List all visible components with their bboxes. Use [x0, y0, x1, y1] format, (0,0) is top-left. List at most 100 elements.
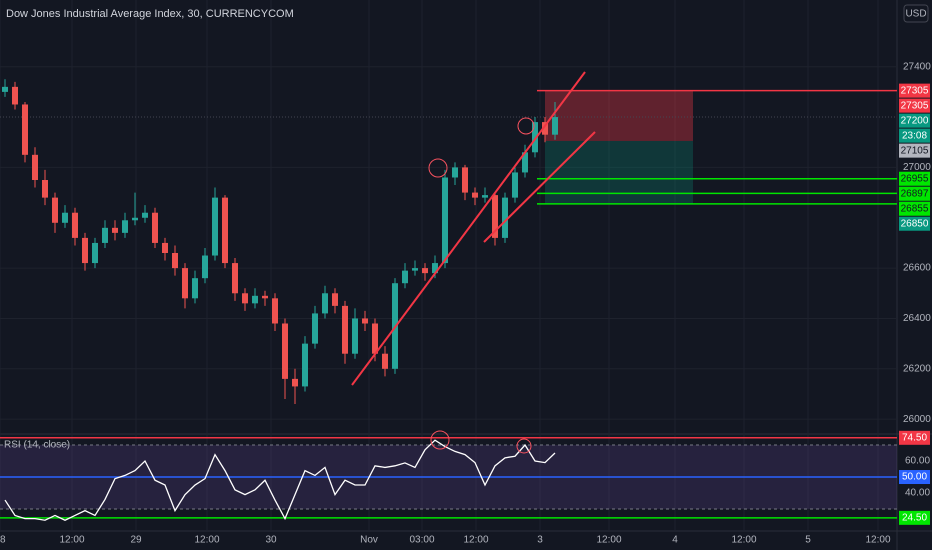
candle-body: [152, 212, 158, 243]
x-tick-label: 12:00: [731, 535, 756, 546]
candle-body: [212, 197, 218, 256]
price-label: 26897: [901, 188, 929, 199]
candle-body: [402, 270, 408, 284]
candle-body: [322, 293, 328, 314]
x-tick-label: 28: [0, 535, 6, 546]
candle-body: [382, 353, 388, 369]
candle-body: [52, 197, 58, 223]
candle-body: [552, 117, 558, 135]
x-tick-label: 12:00: [463, 535, 488, 546]
x-tick-label: 12:00: [865, 535, 890, 546]
candle-body: [42, 179, 48, 198]
trend-line: [351, 71, 586, 386]
price-label-box: [899, 98, 930, 113]
candle-body: [232, 263, 238, 294]
candle-body: [192, 278, 198, 299]
x-tick-label: 5: [805, 535, 811, 546]
price-label: 26955: [901, 173, 929, 184]
position-target-zone: [545, 140, 693, 204]
price-label: 27305: [901, 100, 929, 111]
price-label-box: [899, 216, 930, 231]
candle-body: [462, 167, 468, 193]
rsi-label-box: [899, 510, 930, 525]
rsi-label-box: [899, 430, 930, 445]
candle-body: [22, 104, 28, 155]
candle-body: [132, 217, 138, 221]
price-label-box: [899, 201, 930, 216]
y-tick-label: 26000: [903, 414, 931, 425]
candle-body: [262, 295, 268, 299]
highlight-circle: [517, 117, 535, 135]
price-label: 27305: [901, 85, 929, 96]
indicator-title: RSI (14, close): [4, 440, 70, 451]
candle-body: [182, 268, 188, 299]
trend-line: [483, 131, 596, 243]
x-tick-label: 4: [672, 535, 678, 546]
x-tick-label: 12:00: [59, 535, 84, 546]
candle-body: [252, 295, 258, 304]
candle-body: [172, 253, 178, 269]
candle-body: [422, 268, 428, 274]
rsi-line: [4, 439, 556, 521]
x-tick-label: 12:00: [194, 535, 219, 546]
y-tick-label: 26600: [903, 263, 931, 274]
price-label-box: [899, 83, 930, 98]
price-label-box: [899, 171, 930, 186]
rsi-label: 50.00: [902, 472, 927, 483]
x-tick-label: 30: [265, 535, 277, 546]
price-label: 27105: [901, 145, 929, 156]
price-label: 26850: [901, 218, 929, 229]
candle-body: [542, 122, 548, 135]
candle-body: [242, 293, 248, 304]
candle-body: [532, 122, 538, 153]
candle-body: [482, 195, 488, 198]
y-tick-label: 27000: [903, 162, 931, 173]
candle-body: [312, 313, 318, 344]
highlight-circle: [430, 430, 450, 450]
candle-body: [362, 318, 368, 324]
candle-body: [1, 86, 8, 92]
candle-body: [142, 212, 148, 218]
candle-body: [292, 378, 298, 387]
highlight-circle: [428, 158, 448, 178]
rsi-tick-label: 60.00: [905, 456, 930, 467]
candle-body: [12, 86, 18, 105]
countdown-box: [899, 128, 930, 143]
candle-body: [162, 242, 168, 254]
candle-body: [522, 152, 528, 173]
position-stop-zone: [545, 90, 693, 141]
x-tick-label: 12:00: [596, 535, 621, 546]
candle-body: [352, 318, 358, 354]
candle-body: [92, 242, 98, 264]
candle-body: [502, 197, 508, 238]
y-tick-label: 27400: [903, 61, 931, 72]
candle-body: [492, 195, 498, 238]
rsi-label: 74.50: [902, 432, 927, 443]
price-label-box: [899, 186, 930, 201]
candle-body: [412, 268, 418, 271]
highlight-circle: [516, 438, 532, 454]
price-label: 27200: [901, 115, 929, 126]
candle-body: [302, 343, 308, 387]
price-label: 26855: [901, 203, 929, 214]
candle-body: [432, 263, 438, 274]
x-tick-label: Nov: [360, 535, 378, 546]
rsi-tick-label: 40.00: [905, 488, 930, 499]
candle-body: [472, 192, 478, 198]
candle-body: [32, 154, 38, 180]
currency[interactable]: USD: [905, 9, 926, 20]
candle-body: [272, 298, 278, 324]
rsi-label: 24.50: [902, 512, 927, 523]
candle-body: [282, 323, 288, 379]
x-tick-label: 29: [130, 535, 142, 546]
y-tick-label: 26400: [903, 313, 931, 324]
price-label-box: [899, 113, 930, 128]
x-tick-label: 3: [537, 535, 543, 546]
y-tick-label: 26200: [903, 363, 931, 374]
currency-button[interactable]: [903, 4, 929, 23]
candle-body: [442, 177, 448, 264]
candle-body: [122, 220, 128, 233]
price-label-box: [899, 143, 930, 158]
